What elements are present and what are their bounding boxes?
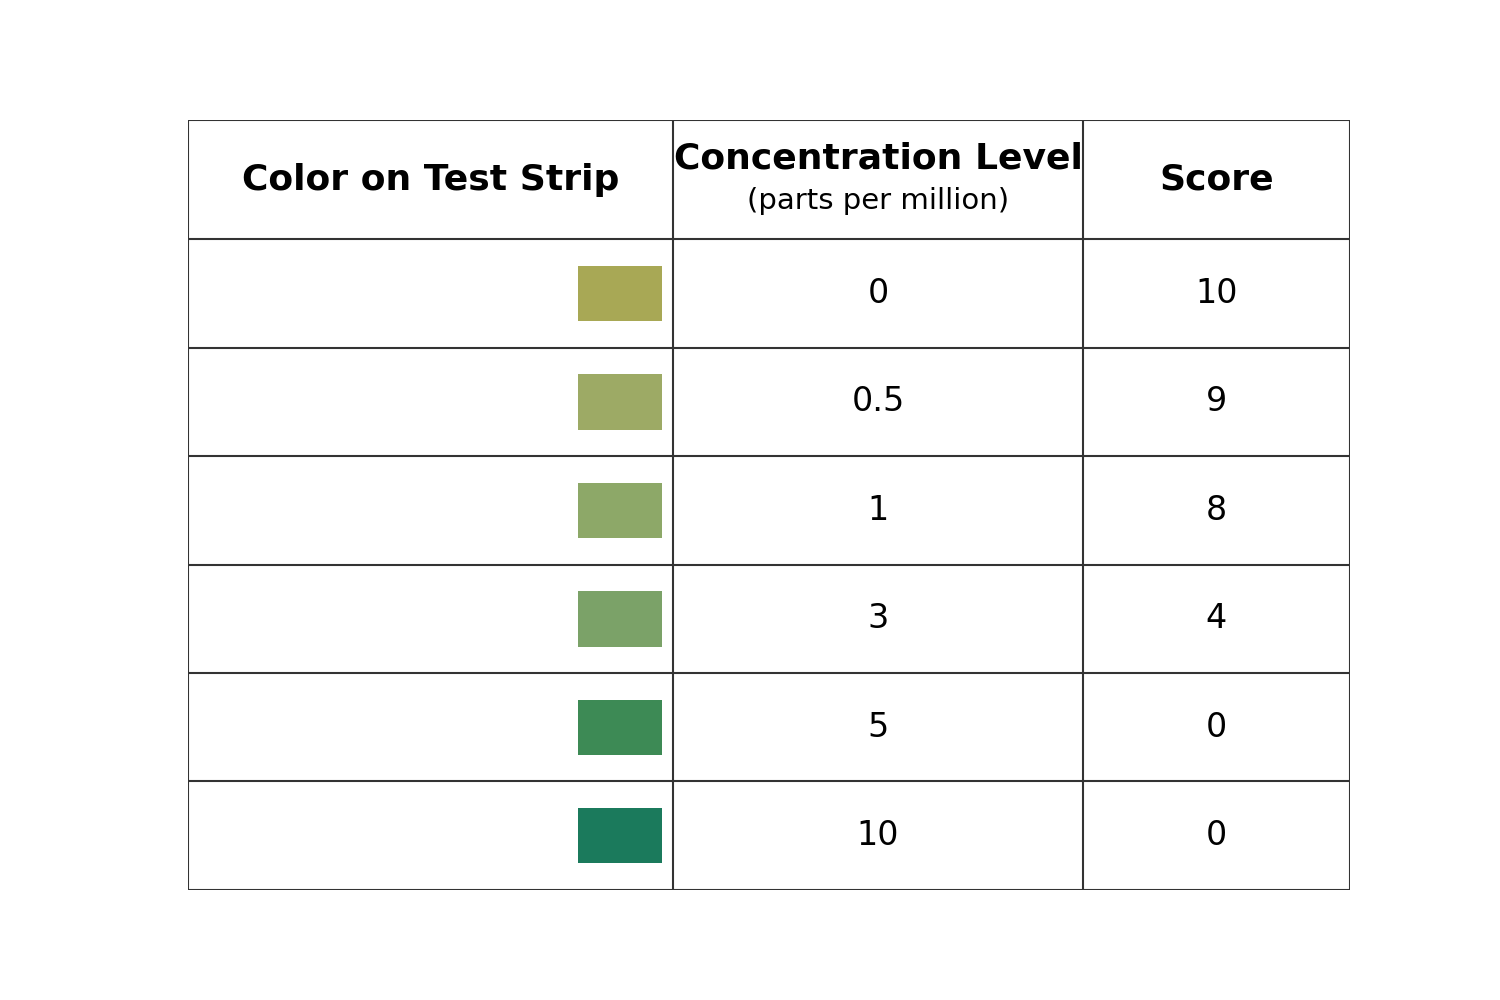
- Text: 9: 9: [1206, 385, 1227, 418]
- Bar: [578, 374, 662, 430]
- Text: Color on Test Strip: Color on Test Strip: [242, 163, 620, 197]
- Text: 0.5: 0.5: [852, 385, 904, 418]
- Text: 0: 0: [1206, 819, 1227, 852]
- Text: 0: 0: [867, 277, 888, 310]
- Text: (parts per million): (parts per million): [747, 187, 1010, 215]
- Text: 10: 10: [856, 819, 900, 852]
- Text: 4: 4: [1206, 602, 1227, 635]
- Text: 8: 8: [1206, 494, 1227, 527]
- Bar: [578, 266, 662, 321]
- Text: 5: 5: [867, 711, 888, 744]
- Text: Concentration Level: Concentration Level: [674, 141, 1083, 175]
- Text: 10: 10: [1196, 277, 1237, 310]
- Bar: [578, 483, 662, 538]
- Text: Score: Score: [1160, 163, 1274, 197]
- Text: 3: 3: [867, 602, 888, 635]
- Bar: [578, 808, 662, 863]
- Bar: [578, 700, 662, 755]
- Bar: [578, 591, 662, 647]
- Text: 1: 1: [867, 494, 888, 527]
- Text: 0: 0: [1206, 711, 1227, 744]
